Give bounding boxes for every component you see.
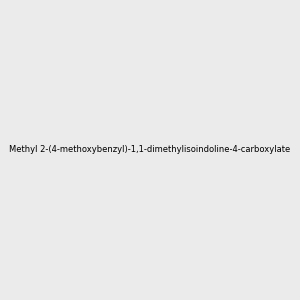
Text: Methyl 2-(4-methoxybenzyl)-1,1-dimethylisoindoline-4-carboxylate: Methyl 2-(4-methoxybenzyl)-1,1-dimethyli… xyxy=(9,146,291,154)
